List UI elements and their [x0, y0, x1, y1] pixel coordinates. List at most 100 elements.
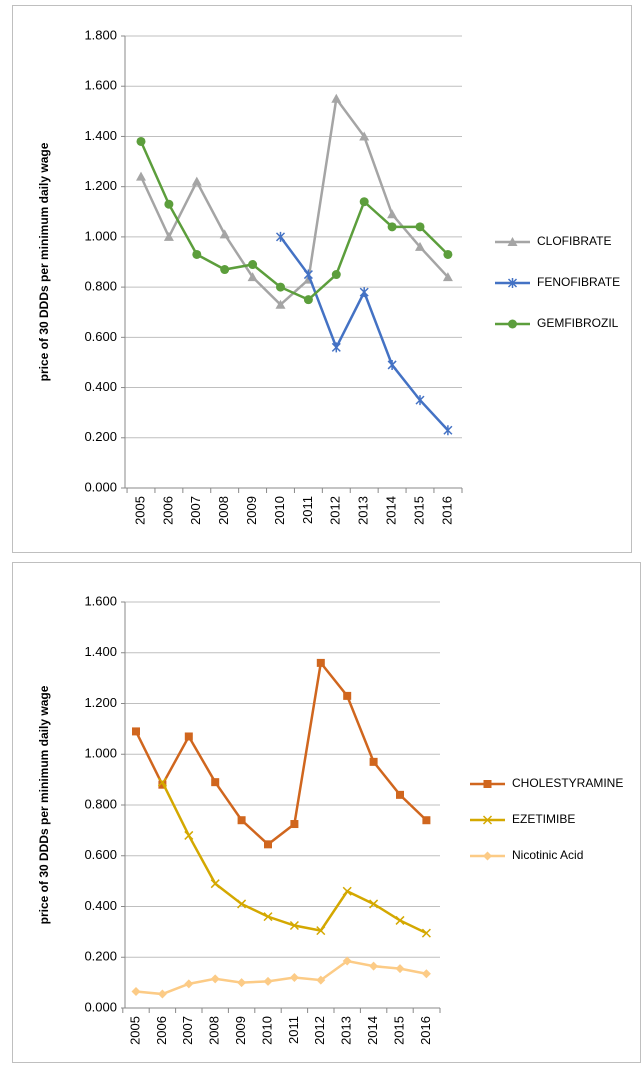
y-tick-label: 1.200 [84, 695, 117, 710]
y-tick-label: 0.600 [84, 329, 117, 344]
y-tick-label: 0.400 [84, 898, 117, 913]
x-tick-label: 2009 [233, 1016, 248, 1045]
x-tick-label: 2009 [244, 496, 259, 525]
marker [220, 265, 230, 275]
marker [395, 915, 405, 925]
marker [219, 229, 230, 239]
marker [191, 176, 202, 186]
y-tick-label: 0.600 [84, 847, 117, 862]
x-tick-label: 2006 [160, 496, 175, 525]
x-tick-label: 2015 [391, 1016, 406, 1045]
x-tick-label: 2006 [154, 1016, 169, 1045]
y-tick-label: 1.200 [84, 178, 117, 193]
marker [415, 222, 425, 232]
marker [387, 359, 397, 370]
x-tick-label: 2011 [300, 496, 315, 524]
marker [387, 209, 398, 219]
marker [369, 961, 379, 971]
marker [136, 171, 146, 181]
marker [290, 820, 299, 829]
marker [275, 231, 286, 242]
marker [387, 222, 397, 232]
marker [237, 899, 247, 909]
marker [395, 964, 405, 974]
marker [369, 757, 378, 766]
x-tick-label: 2008 [207, 1016, 222, 1045]
marker [316, 975, 326, 985]
marker [184, 979, 194, 989]
x-tick-label: 2016 [439, 496, 454, 525]
marker [184, 732, 193, 741]
y-tick-label: 1.400 [84, 128, 117, 143]
x-tick-label: 2013 [356, 496, 371, 525]
marker [359, 287, 369, 298]
x-tick-label: 2014 [365, 1016, 380, 1045]
marker [132, 727, 140, 736]
marker [331, 270, 341, 280]
marker [442, 272, 453, 282]
marker [507, 237, 518, 246]
marker [136, 136, 146, 146]
marker [342, 956, 352, 966]
marker [359, 131, 370, 141]
y-tick-label: 1.000 [84, 746, 117, 761]
marker [210, 974, 220, 984]
marker [369, 899, 379, 909]
legend-label: EZETIMIBE [512, 812, 575, 826]
y-tick-label: 1.400 [84, 644, 117, 659]
marker [331, 342, 341, 353]
marker [343, 691, 352, 700]
x-tick-label: 2014 [384, 496, 399, 525]
marker [157, 777, 167, 787]
marker [316, 926, 326, 936]
marker [422, 816, 431, 825]
y-tick-label: 1.800 [84, 27, 117, 42]
marker [443, 425, 453, 436]
marker [164, 199, 174, 209]
marker [237, 816, 246, 825]
series-line [139, 140, 449, 302]
marker [421, 928, 431, 938]
x-tick-label: 2012 [312, 1016, 327, 1045]
marker [303, 295, 313, 305]
x-tick-label: 2013 [339, 1016, 354, 1045]
y-tick-label: 0.800 [84, 279, 117, 294]
legend-label: Nicotinic Acid [512, 848, 583, 862]
x-tick-label: 2016 [418, 1016, 433, 1045]
y-tick-label: 0.000 [84, 479, 117, 494]
y-axis-title: price of 30 DDDs per minimum daily wage [37, 685, 51, 924]
x-tick-label: 2005 [127, 1016, 142, 1045]
x-tick-label: 2010 [259, 1016, 274, 1045]
series-line [135, 959, 427, 996]
marker [483, 851, 492, 861]
x-tick-label: 2007 [180, 1016, 195, 1045]
marker [157, 989, 167, 999]
legend-label: CHOLESTYRAMINE [512, 776, 623, 790]
marker [507, 278, 518, 288]
series-line [134, 659, 428, 846]
marker [443, 249, 453, 259]
marker [415, 241, 425, 251]
x-tick-label: 2007 [188, 496, 203, 525]
marker [421, 969, 431, 979]
marker [331, 93, 342, 103]
x-tick-label: 2005 [132, 496, 147, 525]
x-tick-label: 2015 [411, 496, 426, 525]
marker [276, 282, 285, 292]
panel-border [12, 5, 632, 553]
y-tick-label: 0.800 [84, 796, 117, 811]
x-tick-label: 2008 [216, 496, 231, 525]
marker [359, 197, 369, 207]
marker [263, 976, 273, 986]
series-line [279, 236, 449, 432]
x-tick-label: 2010 [272, 496, 287, 525]
legend-label: CLOFIBRATE [537, 234, 611, 248]
marker [131, 987, 141, 997]
marker [483, 780, 492, 788]
marker [415, 395, 425, 406]
marker [275, 299, 286, 309]
marker [184, 830, 194, 840]
series-line [139, 95, 449, 307]
y-tick-label: 1.000 [84, 228, 117, 243]
marker [508, 319, 517, 329]
